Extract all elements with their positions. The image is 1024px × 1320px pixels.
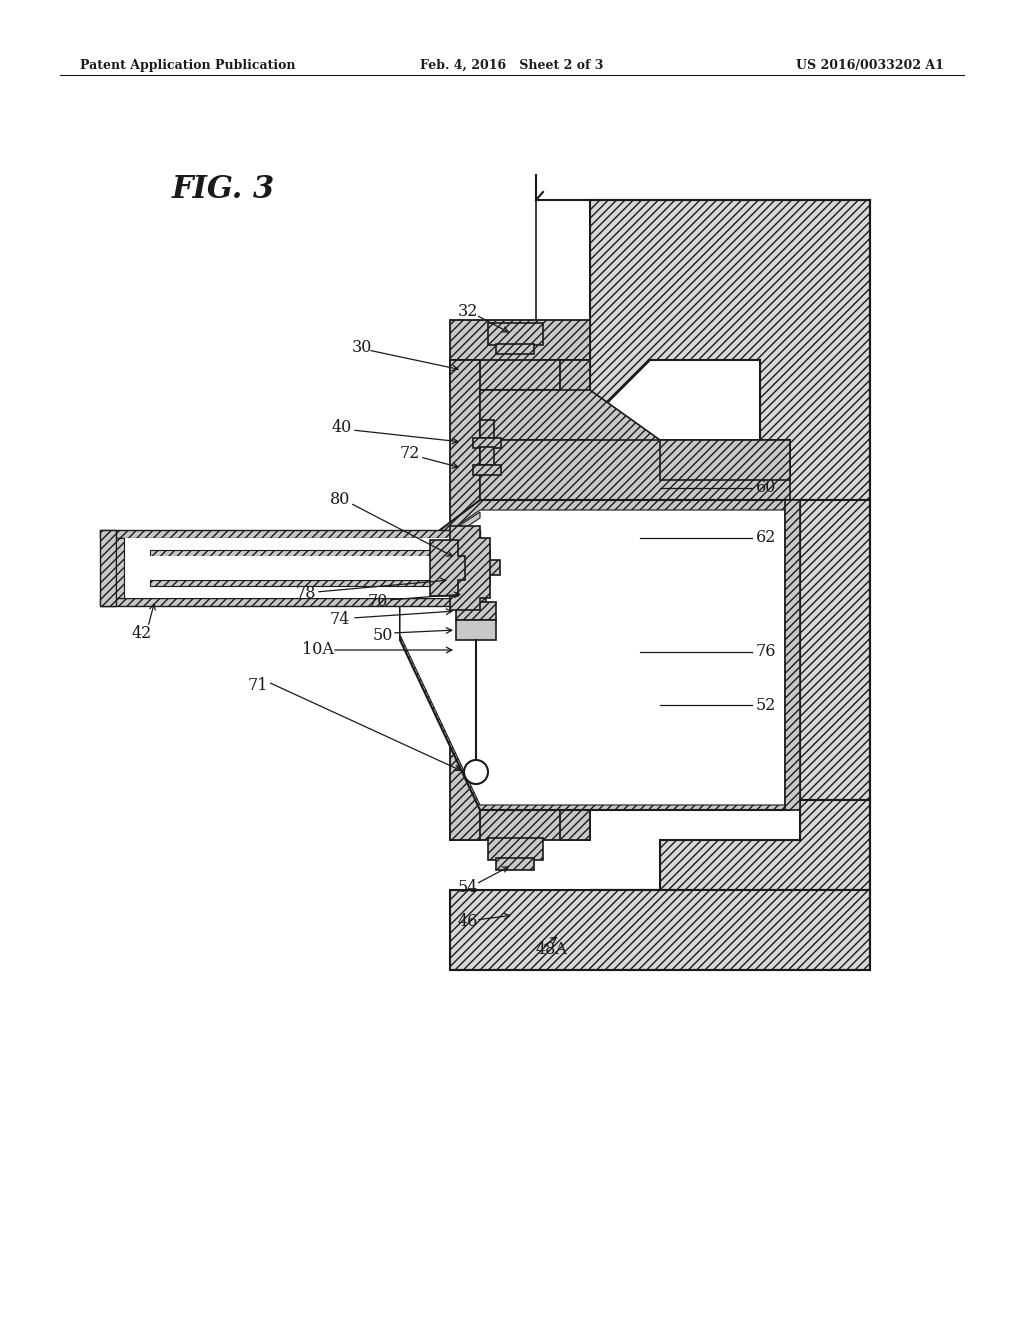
- Text: US 2016/0033202 A1: US 2016/0033202 A1: [796, 58, 944, 71]
- Polygon shape: [450, 890, 870, 970]
- Polygon shape: [785, 500, 800, 810]
- Polygon shape: [456, 620, 496, 640]
- Polygon shape: [660, 440, 790, 480]
- Polygon shape: [473, 465, 501, 475]
- Polygon shape: [464, 585, 486, 602]
- Text: 10A: 10A: [302, 642, 334, 659]
- Text: 30: 30: [352, 338, 373, 355]
- Polygon shape: [560, 360, 590, 840]
- Polygon shape: [100, 598, 480, 606]
- Polygon shape: [488, 323, 543, 345]
- Polygon shape: [150, 579, 460, 586]
- Polygon shape: [400, 510, 785, 805]
- Text: 70: 70: [368, 594, 388, 610]
- Polygon shape: [108, 539, 480, 598]
- Polygon shape: [456, 550, 500, 585]
- Text: 52: 52: [756, 697, 776, 714]
- Polygon shape: [100, 531, 480, 539]
- Text: 48A: 48A: [536, 941, 568, 958]
- Polygon shape: [480, 389, 790, 480]
- Polygon shape: [590, 201, 870, 500]
- Polygon shape: [496, 858, 534, 870]
- Text: Feb. 4, 2016   Sheet 2 of 3: Feb. 4, 2016 Sheet 2 of 3: [420, 58, 604, 71]
- Text: 40: 40: [332, 418, 352, 436]
- Polygon shape: [496, 345, 534, 354]
- Text: Patent Application Publication: Patent Application Publication: [80, 58, 296, 71]
- Text: 42: 42: [132, 626, 153, 643]
- Polygon shape: [100, 531, 116, 606]
- Text: 71: 71: [248, 676, 268, 693]
- Polygon shape: [116, 539, 124, 598]
- Text: 60: 60: [756, 479, 776, 496]
- Text: 74: 74: [330, 611, 350, 628]
- Polygon shape: [480, 440, 790, 500]
- Text: 54: 54: [458, 879, 478, 895]
- Polygon shape: [124, 556, 430, 579]
- Polygon shape: [480, 420, 494, 438]
- Polygon shape: [450, 525, 490, 610]
- Polygon shape: [450, 810, 590, 840]
- Polygon shape: [480, 447, 494, 465]
- Text: 78: 78: [296, 586, 316, 602]
- Text: 80: 80: [330, 491, 350, 508]
- Polygon shape: [430, 540, 465, 597]
- Polygon shape: [450, 319, 590, 400]
- Polygon shape: [800, 500, 870, 800]
- Text: FIG. 3: FIG. 3: [172, 174, 275, 206]
- Text: 72: 72: [400, 446, 421, 462]
- Text: 32: 32: [458, 304, 478, 321]
- Text: 46: 46: [458, 913, 478, 931]
- Text: 76: 76: [756, 644, 776, 660]
- Polygon shape: [395, 512, 480, 572]
- Polygon shape: [456, 602, 496, 620]
- Text: 50: 50: [373, 627, 393, 644]
- Polygon shape: [590, 800, 870, 890]
- Polygon shape: [473, 438, 501, 447]
- Circle shape: [464, 760, 488, 784]
- Polygon shape: [488, 838, 543, 861]
- Polygon shape: [450, 360, 590, 389]
- Polygon shape: [450, 360, 480, 840]
- Polygon shape: [150, 550, 460, 556]
- Text: 62: 62: [756, 529, 776, 546]
- Polygon shape: [400, 500, 790, 810]
